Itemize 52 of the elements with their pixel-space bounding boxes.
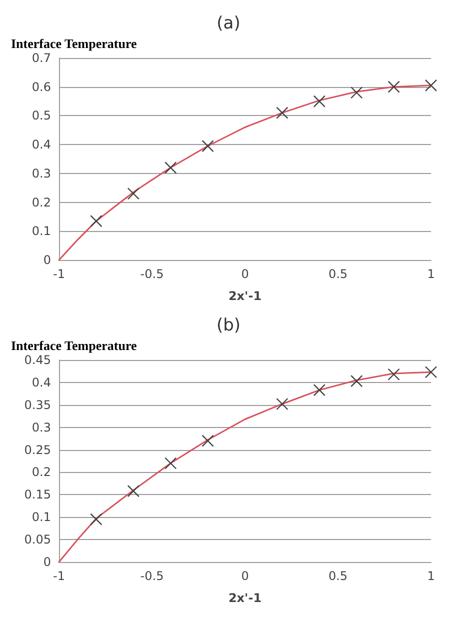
x-tick-label: -0.5 xyxy=(140,569,164,583)
y-tick-label: 0.05 xyxy=(24,532,51,547)
y-axis-title: Interface Temperature xyxy=(11,338,137,353)
point xyxy=(276,106,288,119)
x-tick-label: -1 xyxy=(53,569,65,583)
x-tick-label: 1 xyxy=(427,267,435,281)
y-tick-label: 0.25 xyxy=(24,442,51,457)
point xyxy=(90,214,102,228)
point xyxy=(90,513,102,526)
y-axis-title: Interface Temperature xyxy=(11,36,137,51)
x-tick-label: 0.5 xyxy=(328,569,348,583)
y-tick-label: 0.2 xyxy=(32,195,51,210)
x-tick-label: -1 xyxy=(53,267,65,281)
point xyxy=(127,188,140,200)
point xyxy=(276,398,288,410)
point xyxy=(127,484,140,498)
y-tick-label: 0.3 xyxy=(32,166,51,180)
y-tick-label: 0.4 xyxy=(32,375,51,390)
y-tick-label: 0.3 xyxy=(32,420,51,434)
x-axis-title: 2x'-1 xyxy=(228,289,262,303)
chart-title: (b) xyxy=(216,316,241,336)
y-tick-label: 0.4 xyxy=(32,138,51,152)
point xyxy=(350,375,363,388)
x-tick-label: -0.5 xyxy=(140,267,164,281)
y-tick-label: 0.1 xyxy=(32,224,51,238)
point xyxy=(388,80,400,93)
point xyxy=(202,434,214,447)
point xyxy=(388,368,400,380)
y-tick-label: 0.2 xyxy=(32,465,51,480)
point xyxy=(202,140,214,152)
point xyxy=(164,162,177,174)
y-tick-label: 0.6 xyxy=(32,80,51,94)
y-tick-label: 0.15 xyxy=(24,488,51,502)
point xyxy=(313,384,326,396)
x-tick-label: 0 xyxy=(241,569,249,583)
y-tick-label: 0 xyxy=(43,555,51,569)
chart-title: (a) xyxy=(216,14,240,34)
point xyxy=(424,79,438,92)
point xyxy=(350,86,363,99)
x-tick-label: 0 xyxy=(241,267,249,281)
point xyxy=(164,457,177,470)
x-axis-title: 2x'-1 xyxy=(228,591,262,605)
point xyxy=(313,95,326,108)
y-tick-label: 0.35 xyxy=(24,398,51,412)
y-tick-label: 0 xyxy=(43,253,51,267)
y-tick-label: 0.7 xyxy=(32,51,51,65)
y-tick-label: 0.5 xyxy=(32,108,51,123)
y-tick-label: 0.1 xyxy=(32,510,51,524)
x-tick-label: 0.5 xyxy=(328,267,348,281)
point xyxy=(424,366,438,378)
y-tick-label: 0.45 xyxy=(24,353,51,367)
x-tick-label: 1 xyxy=(427,569,435,583)
